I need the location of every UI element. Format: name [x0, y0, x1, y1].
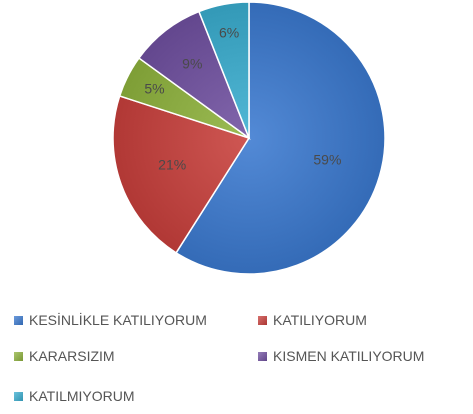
legend-swatch-kesinlikle-katiliyorum: [14, 315, 23, 325]
legend: KESİNLİKLE KATILIYORUM KATILIYORUM KARAR…: [0, 300, 473, 414]
data-label-kesinlikle-katiliyorum: 59%: [313, 152, 341, 168]
pie-chart: 59% 21% 5% 9% 6%: [112, 1, 386, 275]
pie-data-labels: 59% 21% 5% 9% 6%: [144, 25, 341, 173]
legend-swatch-katiliyorum: [258, 315, 267, 325]
legend-swatch-kismen-katiliyorum: [258, 351, 267, 361]
legend-label-katiliyorum: KATILIYORUM: [273, 312, 367, 328]
data-label-katiliyorum: 21%: [158, 156, 186, 172]
legend-label-kismen-katiliyorum: KISMEN KATILIYORUM: [273, 348, 425, 364]
data-label-kismen-katiliyorum: 9%: [182, 56, 202, 72]
legend-swatch-katilmiyorum: [14, 391, 23, 401]
pie-slices: [112, 1, 386, 275]
data-label-katilmiyorum: 6%: [219, 25, 239, 41]
data-label-kararsizim: 5%: [144, 81, 164, 97]
legend-label-kararsizim: KARARSIZIM: [29, 348, 115, 364]
legend-item-kararsizim: KARARSIZIM: [14, 346, 115, 366]
legend-label-kesinlikle-katiliyorum: KESİNLİKLE KATILIYORUM: [29, 312, 207, 328]
legend-item-katiliyorum: KATILIYORUM: [258, 310, 367, 330]
legend-item-katilmiyorum: KATILMIYORUM: [14, 386, 135, 406]
legend-item-kesinlikle-katiliyorum: KESİNLİKLE KATILIYORUM: [14, 310, 207, 330]
pie-slice-kesinlikle-katiliyorum: [175, 1, 386, 275]
pie-slice-katiliyorum: [112, 95, 251, 254]
pie-slice-katilmiyorum: [197, 1, 250, 139]
legend-swatch-kararsizim: [14, 351, 23, 361]
legend-label-katilmiyorum: KATILMIYORUM: [29, 388, 135, 404]
legend-item-kismen-katiliyorum: KISMEN KATILIYORUM: [258, 346, 424, 366]
